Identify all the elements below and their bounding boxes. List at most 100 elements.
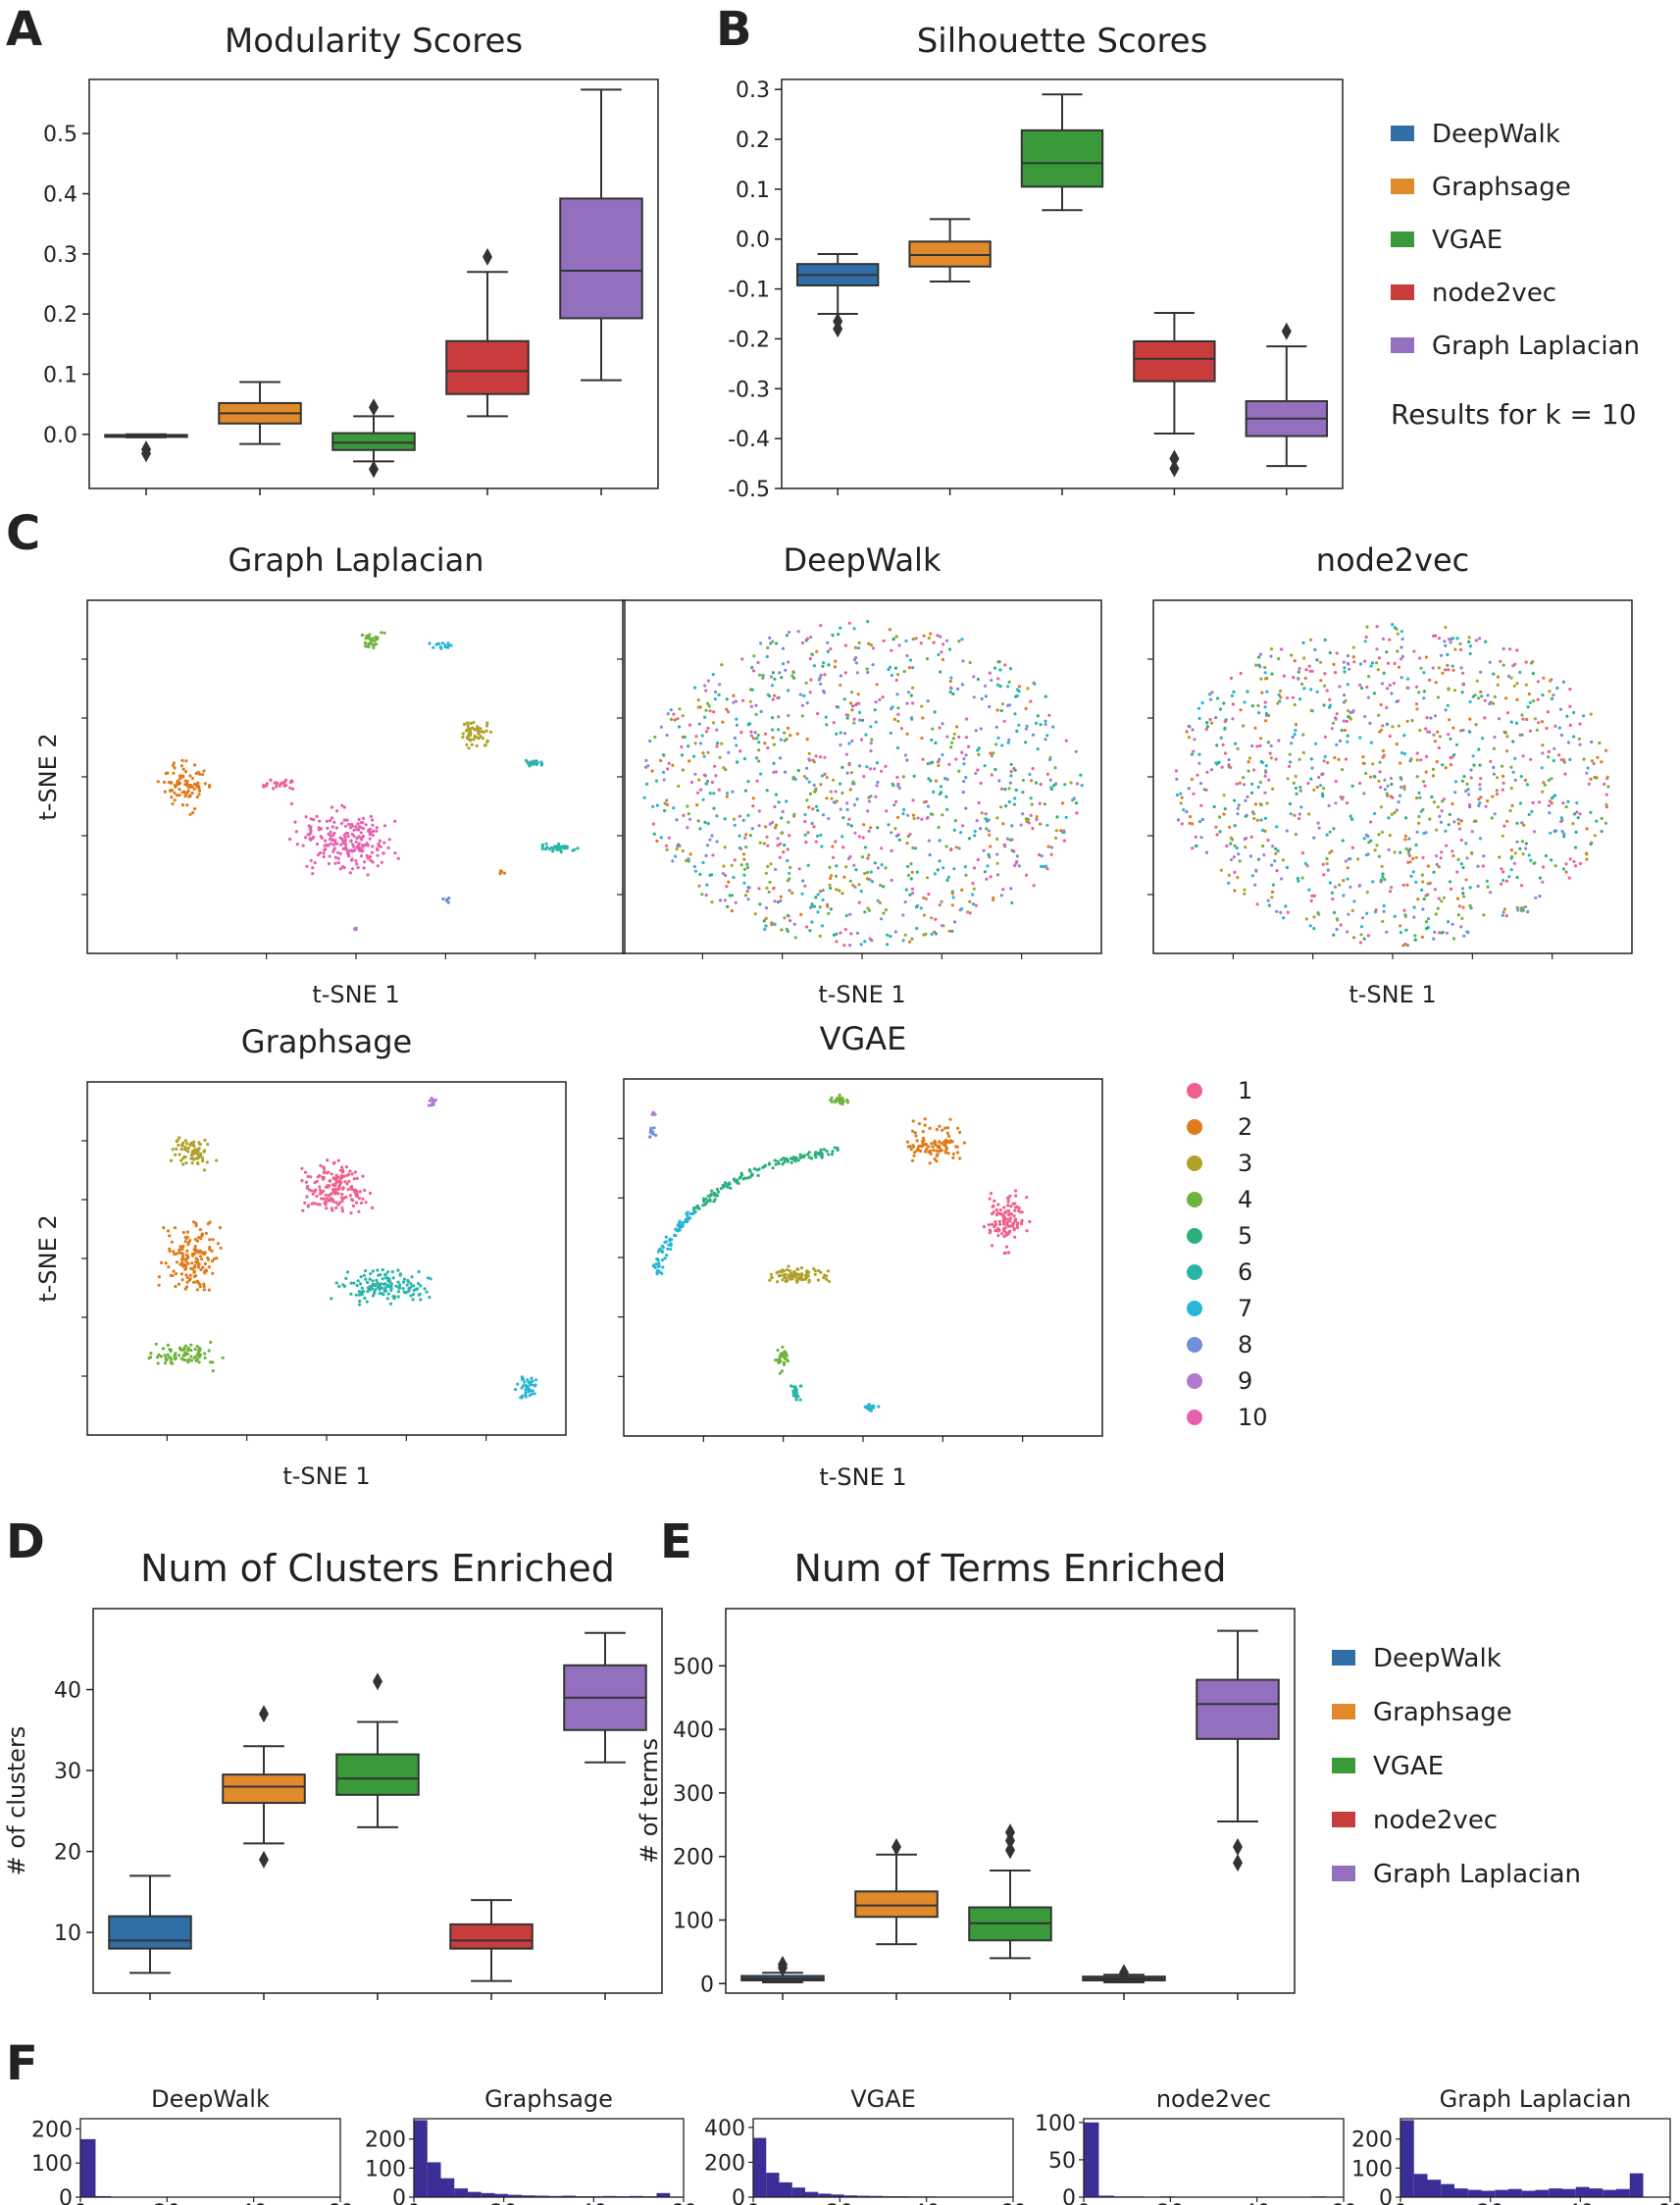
scatter-point [1265, 690, 1269, 693]
scatter-point [1461, 892, 1465, 896]
scatter-point [1013, 1208, 1017, 1212]
scatter-point [1448, 812, 1451, 817]
scatter-point [1260, 691, 1264, 694]
scatter-point [789, 1277, 792, 1281]
scatter-point [1513, 778, 1517, 783]
scatter-point [1412, 905, 1416, 909]
scatter-point [1302, 656, 1306, 660]
scatter-point [1346, 683, 1349, 687]
scatter-point [779, 842, 783, 846]
scatter-point [1431, 666, 1435, 670]
scatter-point [1574, 830, 1578, 835]
scatter-point [890, 648, 893, 652]
scatter-point [359, 831, 363, 835]
scatter-point [718, 898, 723, 902]
scatter-point [754, 712, 758, 717]
scatter-point [938, 793, 942, 796]
scatter-point [738, 834, 741, 838]
scatter-point [327, 1194, 331, 1198]
scatter-point [782, 1156, 786, 1160]
scatter-point [328, 1199, 332, 1203]
scatter-point [1589, 777, 1593, 781]
scatter-point [982, 1225, 987, 1229]
scatter-point [830, 874, 834, 878]
scatter-point [1024, 817, 1028, 821]
scatter-point [1205, 721, 1209, 725]
scatter-point [1197, 752, 1201, 756]
cluster-legend-marker [1187, 1264, 1202, 1280]
scatter-point [1357, 884, 1361, 888]
scatter-point [1312, 927, 1316, 931]
scatter-point [1259, 677, 1263, 681]
scatter-point [189, 1359, 193, 1362]
scatter-point [1220, 765, 1224, 769]
scatter-point [1510, 854, 1514, 859]
scatter-point [188, 812, 192, 816]
scatter-point [869, 742, 873, 745]
scatter-point [1000, 1232, 1004, 1236]
scatter-point [329, 842, 332, 846]
scatter-point [1564, 862, 1568, 866]
scatter-point [1321, 862, 1325, 866]
scatter-point [795, 1267, 799, 1271]
scatter-point [209, 1340, 213, 1344]
scatter-point [829, 886, 833, 891]
scatter-point [964, 736, 969, 740]
scatter-point [861, 836, 865, 840]
scatter-point [1482, 854, 1486, 858]
scatter-point [816, 893, 820, 897]
scatter-point [197, 1360, 201, 1364]
scatter-point [1604, 821, 1607, 825]
scatter-point [1461, 671, 1465, 675]
scatter-point [792, 922, 796, 926]
scatter-point [852, 803, 857, 807]
scatter-point [1279, 689, 1283, 693]
scatter-point [923, 1150, 928, 1154]
scatter-point [382, 824, 387, 828]
scatter-point [1411, 856, 1415, 861]
scatter-point [1270, 896, 1274, 899]
scatter-point [811, 807, 815, 811]
scatter-point [368, 837, 372, 841]
scatter-point [559, 847, 563, 851]
scatter-point [854, 661, 859, 665]
scatter-point [996, 677, 1000, 681]
scatter-point [888, 628, 892, 632]
scatter-point [688, 852, 692, 856]
scatter-point [188, 1273, 192, 1277]
scatter-point [161, 1347, 166, 1351]
scatter-point [710, 834, 714, 838]
scatter-point [1328, 830, 1332, 834]
scatter-point [1484, 804, 1488, 808]
scatter-point [920, 704, 924, 708]
scatter-point [988, 1228, 993, 1232]
outlier-marker [259, 1705, 269, 1723]
scatter-point [775, 641, 779, 645]
scatter-point [1426, 730, 1430, 734]
scatter-point [940, 1149, 943, 1153]
legend-label-node2vec: node2vec [1432, 279, 1556, 308]
scatter-point [178, 1245, 182, 1249]
scatter-point [738, 1176, 741, 1180]
scatter-point [347, 1179, 351, 1183]
scatter-point [938, 1140, 942, 1144]
scatter-point [766, 844, 770, 847]
scatter-point [1271, 845, 1275, 848]
scatter-point [1447, 920, 1451, 924]
scatter-point [397, 1286, 402, 1290]
scatter-point [1388, 638, 1392, 641]
scatter-point [789, 919, 792, 923]
scatter-point [540, 845, 545, 848]
scatter-point [1286, 777, 1290, 781]
scatter-point [1360, 916, 1364, 920]
scatter-point [1356, 857, 1360, 861]
scatter-point [1574, 846, 1578, 849]
scatter-point [858, 764, 862, 768]
scatter-point [1343, 728, 1347, 733]
scatter-point [844, 865, 848, 869]
scatter-point [1029, 796, 1033, 800]
scatter-point [842, 697, 846, 701]
scatter-point [678, 1228, 682, 1232]
scatter-point [1442, 896, 1446, 899]
